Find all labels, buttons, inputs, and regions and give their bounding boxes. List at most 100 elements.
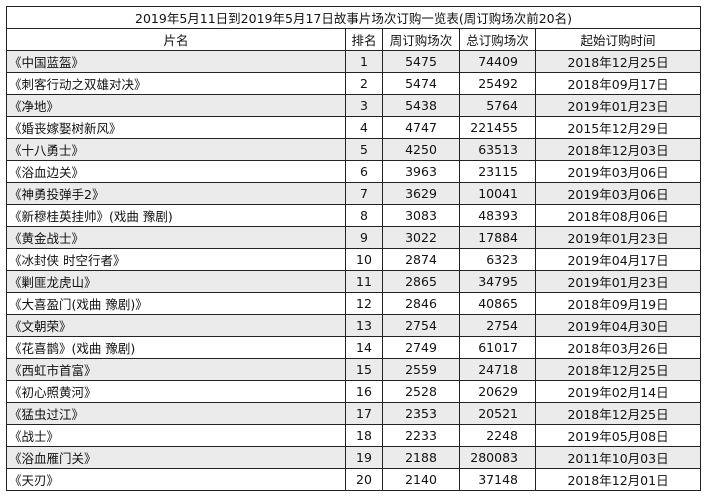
start-date-cell: 2018年12月25日 [534, 358, 702, 381]
total-cell: 24718 [459, 358, 536, 381]
total-cell: 63513 [459, 138, 536, 161]
start-date-cell: 2019年05月08日 [534, 424, 702, 447]
start-date-cell: 2018年09月19日 [534, 292, 702, 315]
film-name-cell: 《十八勇士》 [6, 138, 346, 161]
total-cell: 20629 [459, 380, 536, 403]
rank-cell: 15 [345, 358, 383, 381]
weekly-cell: 2846 [382, 292, 460, 315]
rank-cell: 18 [345, 424, 383, 447]
total-cell: 280083 [459, 446, 536, 469]
film-name-cell: 《花喜鹊》(戏曲 豫剧) [6, 336, 346, 359]
film-name-cell: 《刺客行动之双雄对决》 [6, 72, 346, 95]
weekly-cell: 2874 [382, 248, 460, 271]
total-cell: 23115 [459, 160, 536, 183]
rank-cell: 19 [345, 446, 383, 469]
weekly-cell: 2754 [382, 314, 460, 337]
rank-cell: 20 [345, 468, 383, 491]
table-row: 《新穆桂英挂帅》(戏曲 豫剧) 8 3083 48393 2018年08月06日 [6, 204, 702, 227]
weekly-cell: 5438 [382, 94, 460, 117]
rank-cell: 9 [345, 226, 383, 249]
rank-cell: 5 [345, 138, 383, 161]
total-cell: 6323 [459, 248, 536, 271]
start-date-cell: 2018年09月17日 [534, 72, 702, 95]
weekly-cell: 2528 [382, 380, 460, 403]
weekly-cell: 2188 [382, 446, 460, 469]
start-date-cell: 2018年08月06日 [534, 204, 702, 227]
start-date-cell: 2019年01月23日 [534, 226, 702, 249]
table-row: 《花喜鹊》(戏曲 豫剧) 14 2749 61017 2018年03月26日 [6, 336, 702, 359]
table-row: 《大喜盈门(戏曲 豫剧)》 12 2846 40865 2018年09月19日 [6, 292, 702, 315]
total-cell: 2248 [459, 424, 536, 447]
start-date-cell: 2011年10月03日 [534, 446, 702, 469]
weekly-cell: 4747 [382, 116, 460, 139]
film-name-cell: 《猛虫过江》 [6, 402, 346, 425]
start-date-cell: 2019年04月30日 [534, 314, 702, 337]
total-cell: 20521 [459, 402, 536, 425]
rank-cell: 6 [345, 160, 383, 183]
film-name-cell: 《初心照黄河》 [6, 380, 346, 403]
film-name-cell: 《天刃》 [6, 468, 346, 491]
rank-cell: 11 [345, 270, 383, 293]
start-date-cell: 2019年02月14日 [534, 380, 702, 403]
weekly-cell: 5475 [382, 50, 460, 73]
start-date-cell: 2018年12月03日 [534, 138, 702, 161]
rank-cell: 16 [345, 380, 383, 403]
rank-cell: 14 [345, 336, 383, 359]
rank-cell: 1 [345, 50, 383, 73]
weekly-cell: 3083 [382, 204, 460, 227]
start-date-cell: 2018年12月25日 [534, 50, 702, 73]
table-row: 《战士》 18 2233 2248 2019年05月08日 [6, 424, 702, 447]
film-name-cell: 《净地》 [6, 94, 346, 117]
start-date-cell: 2018年03月26日 [534, 336, 702, 359]
header-film-name: 片名 [6, 28, 346, 51]
rank-cell: 12 [345, 292, 383, 315]
film-name-cell: 《浴血边关》 [6, 160, 346, 183]
table-title: 2019年5月11日到2019年5月17日故事片场次订购一览表(周订购场次前20… [5, 6, 702, 29]
weekly-cell: 2865 [382, 270, 460, 293]
total-cell: 74409 [459, 50, 536, 73]
weekly-cell: 2353 [382, 402, 460, 425]
total-cell: 2754 [459, 314, 536, 337]
total-cell: 48393 [459, 204, 536, 227]
film-name-cell: 《剿匪龙虎山》 [6, 270, 346, 293]
film-name-cell: 《神勇投弹手2》 [6, 182, 346, 205]
table-row: 《天刃》 20 2140 37148 2018年12月01日 [6, 468, 702, 491]
weekly-cell: 3022 [382, 226, 460, 249]
table-row: 《冰封侠 时空行者》 10 2874 6323 2019年04月17日 [6, 248, 702, 271]
table-row: 《刺客行动之双雄对决》 2 5474 25492 2018年09月17日 [6, 72, 702, 95]
weekly-cell: 2559 [382, 358, 460, 381]
total-cell: 61017 [459, 336, 536, 359]
header-rank: 排名 [345, 28, 383, 51]
table-row: 《初心照黄河》 16 2528 20629 2019年02月14日 [6, 380, 702, 403]
total-cell: 34795 [459, 270, 536, 293]
film-name-cell: 《大喜盈门(戏曲 豫剧)》 [6, 292, 346, 315]
total-cell: 5764 [459, 94, 536, 117]
rank-cell: 17 [345, 402, 383, 425]
weekly-cell: 3629 [382, 182, 460, 205]
film-name-cell: 《浴血雁门关》 [6, 446, 346, 469]
film-name-cell: 《婚丧嫁娶树新风》 [6, 116, 346, 139]
table-row: 《浴血雁门关》 19 2188 280083 2011年10月03日 [6, 446, 702, 469]
film-name-cell: 《西虹市首富》 [6, 358, 346, 381]
total-cell: 37148 [459, 468, 536, 491]
film-name-cell: 《冰封侠 时空行者》 [6, 248, 346, 271]
rank-cell: 2 [345, 72, 383, 95]
table-row: 《文朝荣》 13 2754 2754 2019年04月30日 [6, 314, 702, 337]
weekly-cell: 4250 [382, 138, 460, 161]
header-row: 片名 排名 周订购场次 总订购场次 起始订购时间 [6, 28, 702, 51]
weekly-cell: 3963 [382, 160, 460, 183]
weekly-cell: 2749 [382, 336, 460, 359]
start-date-cell: 2018年12月01日 [534, 468, 702, 491]
film-name-cell: 《黄金战士》 [6, 226, 346, 249]
start-date-cell: 2015年12月29日 [534, 116, 702, 139]
table-row: 《中国蓝盔》 1 5475 74409 2018年12月25日 [6, 50, 702, 73]
table-row: 《猛虫过江》 17 2353 20521 2018年12月25日 [6, 402, 702, 425]
weekly-cell: 2140 [382, 468, 460, 491]
start-date-cell: 2019年03月06日 [534, 182, 702, 205]
start-date-cell: 2018年12月25日 [534, 402, 702, 425]
table-row: 《黄金战士》 9 3022 17884 2019年01月23日 [6, 226, 702, 249]
ranking-table: 2019年5月11日到2019年5月17日故事片场次订购一览表(周订购场次前20… [5, 6, 702, 491]
total-cell: 10041 [459, 182, 536, 205]
header-weekly: 周订购场次 [382, 28, 460, 51]
total-cell: 221455 [459, 116, 536, 139]
